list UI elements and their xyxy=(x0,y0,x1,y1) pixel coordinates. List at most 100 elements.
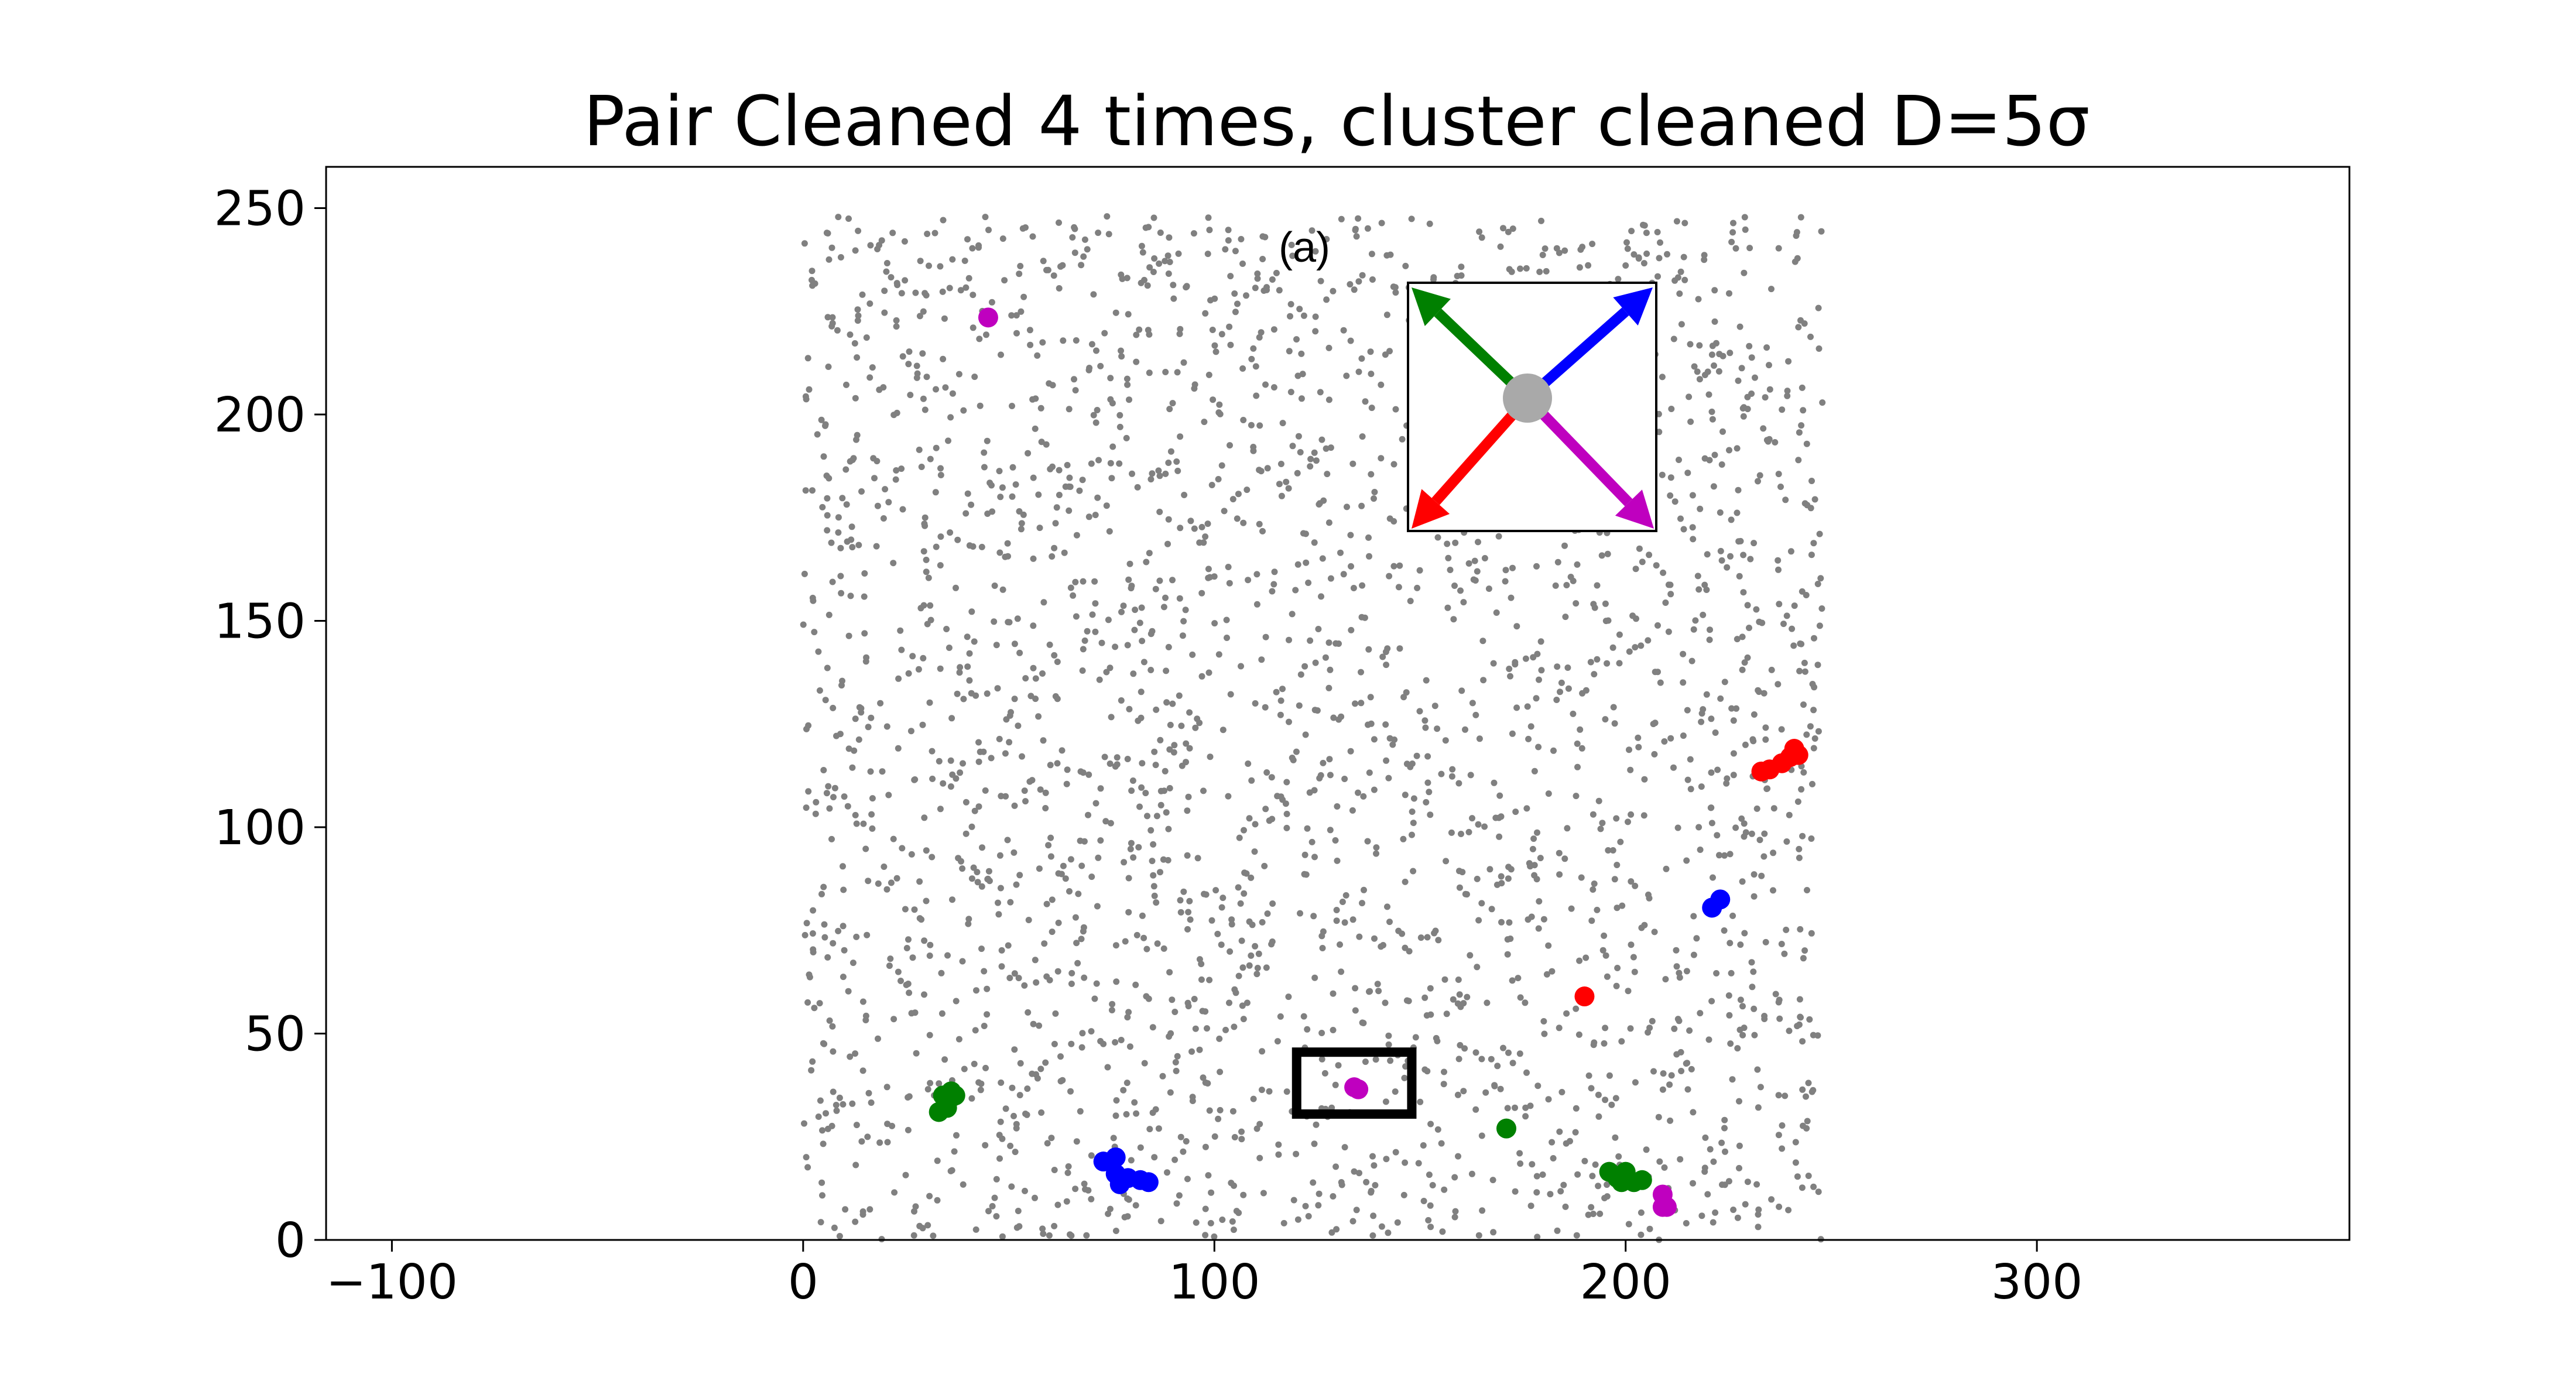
background-point xyxy=(1029,233,1036,240)
background-point xyxy=(1568,905,1575,912)
background-point xyxy=(1703,587,1710,593)
background-point xyxy=(1811,635,1817,642)
background-point xyxy=(1356,1170,1362,1177)
background-point xyxy=(1008,312,1015,319)
background-point xyxy=(1304,1026,1311,1033)
background-point xyxy=(920,655,927,662)
background-point xyxy=(1803,1093,1809,1100)
background-point xyxy=(1180,888,1187,895)
background-point xyxy=(985,227,992,234)
background-point xyxy=(1040,737,1047,744)
background-point xyxy=(1009,493,1016,500)
background-point xyxy=(1407,598,1414,605)
background-point xyxy=(1105,231,1112,238)
background-point xyxy=(1289,611,1296,618)
background-point xyxy=(1355,368,1362,375)
background-point xyxy=(865,878,872,885)
background-point xyxy=(1263,964,1270,971)
background-point xyxy=(937,665,944,672)
background-point xyxy=(971,638,978,645)
background-point xyxy=(1067,1088,1074,1095)
background-point xyxy=(835,514,842,521)
background-point xyxy=(916,313,923,320)
background-point xyxy=(1164,540,1171,547)
background-point xyxy=(1562,614,1569,621)
background-point xyxy=(1392,289,1399,296)
background-point xyxy=(1378,381,1385,388)
background-point xyxy=(1318,436,1325,443)
background-point xyxy=(1359,1019,1366,1026)
background-point xyxy=(1150,269,1157,275)
background-point xyxy=(1474,568,1481,575)
background-point xyxy=(1317,277,1324,285)
background-point xyxy=(951,1148,958,1155)
background-point xyxy=(1818,605,1825,612)
background-point xyxy=(1416,708,1423,715)
background-point xyxy=(1025,1009,1032,1016)
background-point xyxy=(1036,1022,1043,1029)
background-point xyxy=(1659,374,1666,381)
background-point xyxy=(1094,903,1101,910)
background-point xyxy=(1737,537,1744,544)
background-point xyxy=(1144,813,1150,820)
background-point xyxy=(955,855,962,862)
background-point xyxy=(1809,780,1815,787)
background-point xyxy=(924,621,931,628)
background-point xyxy=(1729,229,1736,236)
background-point xyxy=(1335,716,1342,723)
background-point xyxy=(1139,249,1146,256)
background-point xyxy=(1772,991,1779,998)
background-point xyxy=(1433,1034,1440,1041)
background-point xyxy=(1582,954,1590,961)
background-point xyxy=(1602,716,1609,723)
background-point xyxy=(1249,921,1256,928)
background-point xyxy=(1047,834,1054,841)
background-point xyxy=(1157,1218,1164,1225)
background-point xyxy=(1135,844,1142,851)
background-point xyxy=(1741,820,1748,827)
background-point xyxy=(1254,965,1261,971)
background-point xyxy=(1152,585,1159,592)
background-point xyxy=(1434,725,1441,732)
background-point xyxy=(953,1132,960,1139)
background-point xyxy=(1207,1219,1214,1226)
background-point xyxy=(1140,934,1147,941)
background-point xyxy=(1162,258,1169,265)
background-point xyxy=(1216,1035,1223,1042)
background-point xyxy=(925,574,932,581)
background-point xyxy=(1361,614,1368,621)
background-point xyxy=(986,479,994,486)
direction-inset xyxy=(1407,282,1657,532)
background-point xyxy=(1764,785,1771,792)
background-point xyxy=(1308,227,1316,234)
background-point xyxy=(1447,567,1454,573)
background-point xyxy=(1189,651,1196,658)
plot-area: (a) xyxy=(800,213,1826,1243)
background-point xyxy=(1504,1105,1511,1112)
background-point xyxy=(1749,736,1756,743)
background-point xyxy=(1722,1148,1728,1155)
background-point xyxy=(898,290,905,297)
background-point xyxy=(1803,731,1810,738)
background-point xyxy=(1085,771,1092,778)
background-point xyxy=(947,783,954,790)
background-point xyxy=(1683,968,1690,975)
background-point xyxy=(1597,1210,1604,1217)
background-point xyxy=(873,543,880,550)
background-point xyxy=(1452,539,1459,546)
background-point xyxy=(975,244,982,251)
background-point xyxy=(1054,1201,1061,1208)
background-point xyxy=(890,560,897,567)
background-point xyxy=(907,392,914,399)
background-point xyxy=(1811,496,1818,503)
background-point xyxy=(1107,664,1114,671)
background-point xyxy=(1132,981,1139,988)
background-point xyxy=(1427,1224,1434,1231)
background-point xyxy=(1659,1086,1666,1093)
background-point xyxy=(937,263,944,270)
background-point xyxy=(1259,527,1266,534)
background-point xyxy=(1656,255,1663,262)
background-point xyxy=(975,758,982,765)
background-point xyxy=(1072,578,1079,585)
background-point xyxy=(847,331,854,338)
